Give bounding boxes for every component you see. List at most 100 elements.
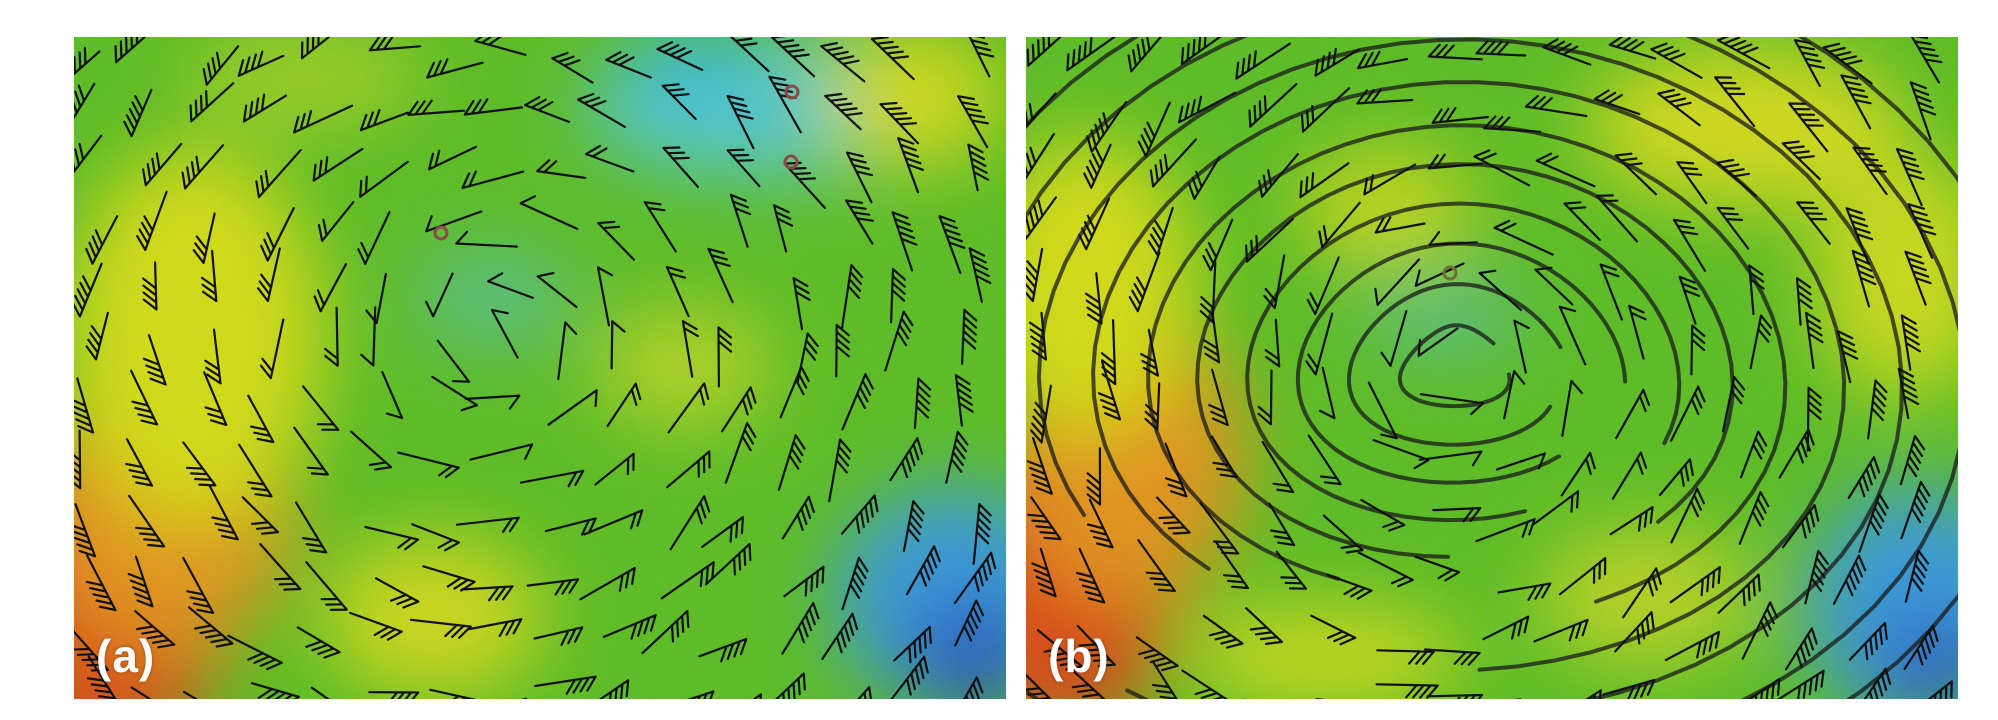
wind-barb [1326,573,1373,600]
wind-barb [86,655,117,699]
wind-barb [662,146,699,188]
wind-barb [1904,250,1932,306]
wind-barb [610,320,626,370]
wind-barb [1432,507,1482,523]
wind-barb [547,389,598,426]
wind-barb [1903,624,1939,670]
wind-barb [1356,50,1409,70]
wind-barb [533,626,584,646]
wind-barb [824,92,863,131]
wind-barb [487,272,534,299]
wind-barb [1847,456,1881,500]
wind-barb [1086,498,1114,549]
wind-barb [1097,360,1122,421]
wind-barb [661,83,697,121]
wind-barb [1202,614,1244,649]
wind-barb [1483,115,1542,133]
wind-barb [1806,386,1822,452]
wind-barb [1031,547,1057,598]
wind-barb [142,261,158,311]
wind-barb [134,610,176,649]
wind-barb [468,618,523,637]
wind-barb [436,339,471,383]
wind-barb [359,160,409,198]
wind-barb [1357,551,1414,588]
wind-barb [324,306,339,367]
wind-barb [1845,207,1874,264]
wind-barb [312,147,364,182]
wind-barb [841,373,874,431]
wind-barb [238,443,273,498]
wind-barb [1907,203,1937,259]
wind-barb [360,306,377,367]
wind-barb [1669,566,1721,604]
wind-barb [721,386,757,433]
wind-barb [544,517,597,536]
wind-barb [1805,311,1824,370]
wind-barb [1672,218,1706,272]
wind-barb [1858,493,1889,553]
wind-barb [411,523,461,552]
wind-barb [972,503,992,565]
wind-barb [136,190,168,251]
wind-barb [1788,102,1829,153]
wind-barb [1026,92,1057,129]
wind-barb [1152,661,1178,699]
wind-barb [255,149,302,199]
wind-barb [1670,487,1705,544]
wind-barb [203,371,228,426]
wind-barb [1558,557,1607,596]
wind-barb [781,495,815,540]
wind-barb [783,565,825,598]
wind-barb [1558,305,1587,366]
wind-barb [641,609,690,655]
wind-barb [1542,38,1592,66]
wind-barb [891,211,918,272]
wind-barb [425,210,483,233]
wind-barb [189,82,235,123]
wind-barb [1026,247,1044,303]
wind-barb [1137,539,1176,592]
wind-barb [845,151,873,204]
wind-barb [1836,330,1859,384]
wind-barb [1927,680,1953,699]
wind-barb [954,374,974,427]
wind-barb [536,159,587,179]
wind-barb [1140,328,1159,377]
wind-barb [1740,430,1768,479]
wind-barb [142,334,167,386]
wind-barb [422,565,476,592]
wind-barb [779,365,810,419]
wind-barb [204,328,222,385]
wind-barb [1137,101,1171,158]
wind-barb [945,430,969,484]
wind-barb [368,691,420,699]
wind-barb [1615,388,1651,440]
wind-barb [1513,319,1530,374]
wind-barb [181,144,225,190]
wind-barb [128,494,166,548]
wind-barb [1716,158,1757,197]
wind-barb [1210,435,1238,479]
wind-barb [350,430,393,471]
wind-barb [1180,37,1222,66]
wind-barb [1372,439,1430,470]
wind-barb [1895,147,1925,207]
wind-barb [1363,163,1417,196]
wind-barb [902,500,925,553]
wind-barb [1795,277,1813,326]
wind-barb [726,95,755,150]
wind-barb [429,688,477,699]
wind-barb [968,37,995,78]
wind-barb [957,95,989,149]
wind-barb [596,266,614,327]
wind-barb [1664,630,1721,662]
wind-barb [665,265,690,318]
panel-label-a: (a) [96,630,156,682]
wind-barb [1900,480,1931,540]
wind-barb [938,215,966,274]
wind-barb [490,309,519,359]
wind-barb [407,99,466,116]
wind-barb [913,377,932,430]
wind-barb [114,37,147,64]
